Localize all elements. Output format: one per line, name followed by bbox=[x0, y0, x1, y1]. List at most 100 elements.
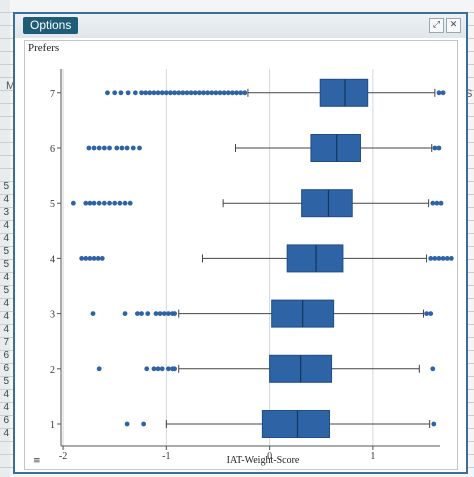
outlier-point bbox=[168, 90, 173, 96]
outlier-point bbox=[436, 256, 442, 261]
box-iqr bbox=[286, 244, 344, 273]
outlier-point bbox=[201, 90, 206, 96]
outlier-point bbox=[70, 200, 76, 206]
box-iqr bbox=[301, 189, 353, 218]
outlier-point bbox=[125, 90, 131, 96]
outlier-point bbox=[145, 311, 151, 316]
outlier-point bbox=[139, 90, 144, 96]
outlier-point bbox=[91, 200, 97, 206]
row-number: 4 bbox=[3, 233, 9, 244]
outlier-point bbox=[95, 256, 101, 261]
outlier-point bbox=[101, 145, 107, 151]
outlier-point bbox=[91, 256, 97, 261]
outlier-point bbox=[205, 90, 211, 96]
outlier-point bbox=[96, 200, 102, 206]
outlier-point bbox=[434, 200, 440, 206]
y-tick-label: 5 bbox=[50, 199, 55, 210]
outlier-point bbox=[101, 200, 107, 206]
outlier-point bbox=[118, 90, 124, 96]
row-number: 4 bbox=[3, 298, 9, 309]
outlier-point bbox=[436, 145, 442, 151]
outlier-point bbox=[124, 145, 130, 151]
outlier-point bbox=[432, 145, 438, 151]
outlier-point bbox=[151, 90, 157, 96]
outlier-point bbox=[176, 90, 182, 96]
outlier-point bbox=[196, 90, 202, 96]
outlier-point bbox=[166, 311, 171, 316]
outlier-point bbox=[114, 145, 120, 151]
row-number: 5 bbox=[3, 376, 9, 387]
x-tick-label: 1 bbox=[370, 451, 375, 462]
box-iqr bbox=[310, 134, 361, 162]
y-tick-label: 6 bbox=[50, 144, 55, 155]
outlier-point bbox=[438, 200, 444, 206]
outlier-point bbox=[192, 90, 198, 96]
outlier-point bbox=[163, 90, 169, 96]
outlier-point bbox=[238, 90, 244, 96]
outlier-point bbox=[172, 311, 177, 316]
boxplot-chart: -2 -1 0 1 IAT-Weight-Score 1 2 3 4 5 6 7 bbox=[50, 69, 454, 466]
window-titlebar[interactable]: Options ⤢ ✕ bbox=[15, 14, 466, 38]
outlier-point bbox=[144, 366, 150, 372]
row-number: 4 bbox=[3, 324, 9, 335]
row-number: 4 bbox=[3, 194, 9, 205]
window-title[interactable]: Options bbox=[23, 17, 79, 34]
outlier-point bbox=[105, 90, 110, 96]
outlier-point bbox=[157, 311, 163, 316]
row-number: 5 bbox=[3, 181, 9, 192]
outlier-point bbox=[225, 90, 231, 96]
outlier-point bbox=[161, 311, 167, 316]
outlier-point bbox=[122, 200, 128, 206]
outlier-point bbox=[135, 311, 140, 316]
outlier-point bbox=[86, 145, 92, 151]
y-tick-label: 7 bbox=[50, 89, 55, 100]
outlier-point bbox=[130, 145, 136, 151]
outlier-point bbox=[432, 256, 438, 261]
close-icon[interactable]: ✕ bbox=[446, 18, 461, 33]
outlier-point bbox=[436, 90, 442, 96]
hamburger-menu-icon[interactable]: ≡ bbox=[33, 456, 41, 466]
outlier-point bbox=[153, 311, 159, 316]
outlier-point bbox=[188, 90, 194, 96]
row-number: 6 bbox=[3, 363, 9, 374]
outlier-point bbox=[141, 421, 147, 427]
outlier-point bbox=[431, 421, 437, 427]
y-axis-title: Prefers bbox=[28, 42, 60, 54]
row-number: 4 bbox=[3, 402, 9, 413]
y-tick-label: 2 bbox=[50, 365, 55, 376]
row-number: 4 bbox=[3, 389, 9, 400]
outlier-point bbox=[209, 90, 215, 96]
row-number: 3 bbox=[3, 207, 9, 218]
outlier-point bbox=[430, 200, 436, 206]
outlier-point bbox=[83, 200, 89, 206]
row-number: 5 bbox=[3, 259, 9, 270]
outlier-point bbox=[424, 311, 429, 316]
expand-icon[interactable]: ⤢ bbox=[429, 18, 444, 33]
outlier-point bbox=[117, 200, 123, 206]
outlier-point bbox=[166, 366, 171, 372]
x-axis-label: IAT-Weight-Score bbox=[227, 455, 300, 466]
x-tick-label: -2 bbox=[59, 451, 67, 462]
outlier-point bbox=[124, 421, 130, 427]
outlier-point bbox=[213, 90, 219, 96]
outlier-point bbox=[137, 145, 142, 151]
outlier-point bbox=[428, 311, 434, 316]
row-number: 4 bbox=[3, 428, 9, 439]
outlier-point bbox=[83, 256, 89, 261]
x-tick-label: 0 bbox=[267, 451, 272, 462]
outlier-point bbox=[428, 256, 434, 261]
row-number: 4 bbox=[3, 311, 9, 322]
y-tick-label: 4 bbox=[50, 254, 55, 265]
row-number: 4 bbox=[3, 220, 9, 231]
outlier-point bbox=[112, 90, 118, 96]
outlier-point bbox=[172, 366, 177, 372]
outlier-point bbox=[79, 256, 85, 261]
outlier-point bbox=[87, 256, 93, 261]
outlier-point bbox=[96, 145, 102, 151]
outlier-point bbox=[444, 256, 450, 261]
row-number: 4 bbox=[3, 272, 9, 283]
options-window: Options ⤢ ✕ Prefers -2 -1 0 1 IAT-Weight-Sco… bbox=[13, 12, 468, 474]
outlier-point bbox=[99, 256, 105, 261]
outlier-point bbox=[147, 90, 153, 96]
outlier-point bbox=[119, 145, 125, 151]
